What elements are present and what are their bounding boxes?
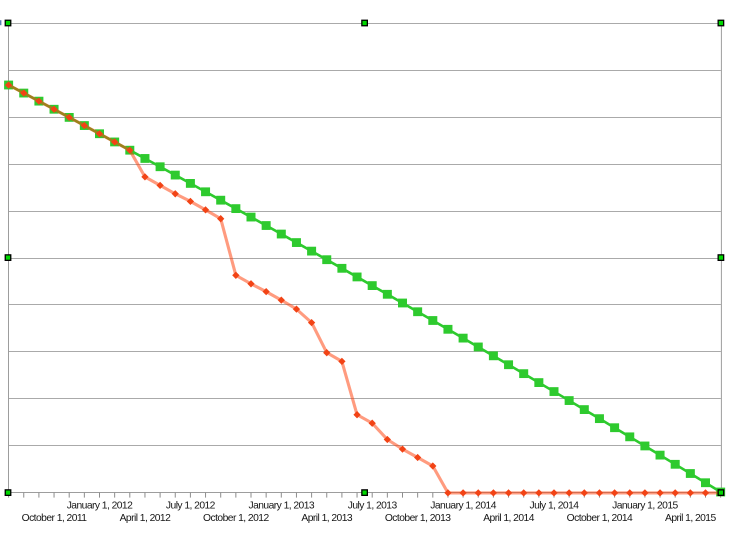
svg-text:October 1, 2012: October 1, 2012 — [203, 513, 269, 524]
svg-text:January 1, 2015: January 1, 2015 — [612, 501, 678, 512]
svg-text:April 1, 2013: April 1, 2013 — [301, 513, 352, 524]
svg-text:October 1, 2014: October 1, 2014 — [567, 513, 633, 524]
svg-text:January 1, 2013: January 1, 2013 — [248, 501, 314, 512]
svg-text:April 1, 2014: April 1, 2014 — [483, 513, 534, 524]
svg-text:July 1, 2013: July 1, 2013 — [348, 501, 398, 512]
svg-text:October 1, 2013: October 1, 2013 — [385, 513, 451, 524]
svg-text:January 1, 2014: January 1, 2014 — [430, 501, 496, 512]
svg-text:April 1, 2012: April 1, 2012 — [120, 513, 171, 524]
svg-text:July 1, 2012: July 1, 2012 — [166, 501, 216, 512]
svg-text:October 1, 2011: October 1, 2011 — [22, 513, 88, 524]
svg-text:January 1, 2012: January 1, 2012 — [67, 501, 133, 512]
svg-text:July 1, 2014: July 1, 2014 — [530, 501, 580, 512]
svg-text:April 1, 2015: April 1, 2015 — [665, 513, 716, 524]
